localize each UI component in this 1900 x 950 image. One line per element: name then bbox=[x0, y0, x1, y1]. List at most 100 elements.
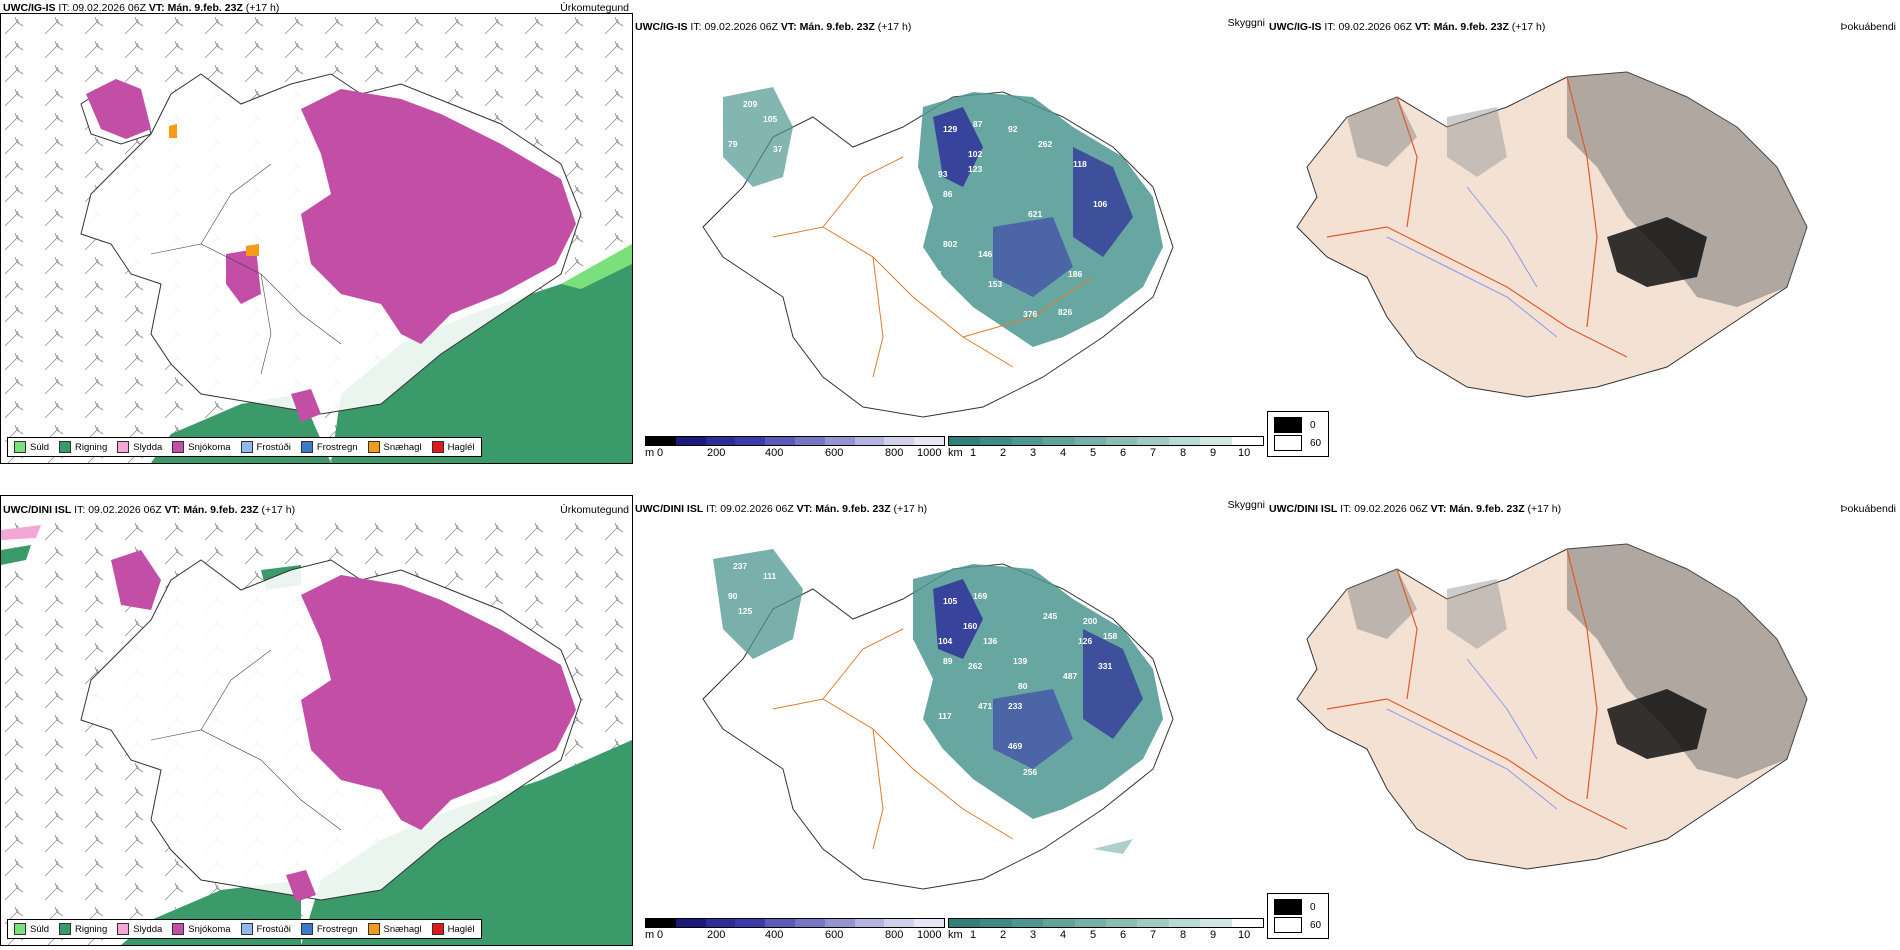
vis-dark-area bbox=[1073, 147, 1133, 257]
vis-label: 37 bbox=[773, 144, 783, 154]
vis-label: 126 bbox=[1078, 636, 1092, 646]
visibility-label: Skyggni bbox=[1227, 17, 1265, 29]
vis-teal-area bbox=[723, 87, 793, 187]
vis-label: 245 bbox=[1043, 611, 1057, 621]
precip-type-panel-bottom: UWC/DINI ISL IT: 09.02.2026 06Z VT: Mán.… bbox=[0, 495, 633, 946]
vis-label: 105 bbox=[763, 114, 777, 124]
legend-item: Snæhagl bbox=[367, 923, 422, 935]
vis-label: 246 bbox=[938, 389, 952, 399]
fog-map-top bbox=[1296, 71, 1808, 398]
fog-gray bbox=[1447, 579, 1507, 649]
legend-item: Haglél bbox=[431, 923, 475, 935]
vis-label: 200 bbox=[1083, 616, 1097, 626]
vis-label: 469 bbox=[1008, 741, 1022, 751]
vis-label: 169 bbox=[973, 591, 987, 601]
visibility-map-top: 209 105 79 37 129 87 92 102 93 123 86 26… bbox=[702, 87, 1174, 418]
precip-legend: Súld Rigning Slydda Snjókoma Frostúði Fr… bbox=[7, 919, 482, 939]
legend-item: Haglél bbox=[431, 441, 475, 453]
vis-label: 802 bbox=[943, 239, 957, 249]
visibility-panel-top: UWC/IG-IS IT: 09.02.2026 06Z VT: Mán. 9.… bbox=[633, 13, 1267, 464]
legend-swatch bbox=[117, 923, 130, 935]
vis-label: 158 bbox=[1103, 631, 1117, 641]
hail-area bbox=[169, 124, 177, 138]
vis-label: 826 bbox=[1058, 307, 1072, 317]
vis-label: 118 bbox=[1073, 159, 1087, 169]
sleet-area bbox=[1, 525, 41, 540]
vis-label: 153 bbox=[988, 279, 1002, 289]
legend-item: Slydda bbox=[117, 923, 162, 935]
rivers bbox=[1386, 186, 1558, 338]
vis-label: 136 bbox=[983, 636, 997, 646]
legend-item: Frostúði bbox=[240, 923, 291, 935]
vis-label: 376 bbox=[1023, 309, 1037, 319]
vis-dark-area bbox=[993, 217, 1073, 297]
snow-area bbox=[301, 575, 576, 830]
hail-area bbox=[246, 244, 259, 256]
legend-item: Rigning bbox=[59, 923, 107, 935]
legend-item: Frostregn bbox=[300, 923, 358, 935]
vis-label: 160 bbox=[963, 621, 977, 631]
rain-area bbox=[331, 254, 632, 463]
vis-label: 93 bbox=[938, 169, 948, 179]
precip-legend: Súld Rigning Slydda Snjókoma Frostúði Fr… bbox=[7, 437, 482, 457]
vis-label: 80 bbox=[1018, 681, 1028, 691]
fog-label: Þokuábendi bbox=[1840, 21, 1896, 33]
fog-gray bbox=[1347, 97, 1417, 167]
legend-swatch bbox=[59, 923, 72, 935]
vis-dark-area bbox=[993, 689, 1073, 769]
visibility-map-bottom: 237 111 90 125 105 169 160 136 104 200 8… bbox=[702, 549, 1174, 890]
legend-swatch bbox=[431, 923, 444, 935]
legend-item: Snjókoma bbox=[172, 441, 231, 453]
roads bbox=[772, 628, 1014, 850]
vis-label: 262 bbox=[968, 661, 982, 671]
legend-swatch bbox=[300, 923, 313, 935]
legend-item: Frostregn bbox=[300, 441, 358, 453]
legend-swatch bbox=[367, 441, 380, 453]
vis-labels: 209 105 79 37 129 87 92 102 93 123 86 26… bbox=[728, 99, 1107, 399]
rain-area bbox=[1, 545, 31, 565]
snow-area bbox=[286, 870, 316, 902]
legend-swatch bbox=[172, 923, 185, 935]
legend-item: Rigning bbox=[59, 441, 107, 453]
vis-label: 117 bbox=[938, 711, 952, 721]
panel-title: UWC/IG-IS IT: 09.02.2026 06Z VT: Mán. 9.… bbox=[635, 21, 912, 33]
snow-area bbox=[226, 249, 261, 304]
fog-dark bbox=[1607, 689, 1707, 759]
vis-label: 106 bbox=[1093, 199, 1107, 209]
legend-item: Slydda bbox=[117, 441, 162, 453]
vis-label: 331 bbox=[1098, 661, 1112, 671]
fog-dark bbox=[1607, 217, 1707, 287]
vis-dark-area bbox=[1083, 629, 1143, 739]
fog-legend: 0 60 bbox=[1267, 411, 1329, 457]
vis-label: 111 bbox=[763, 571, 777, 581]
snow-area bbox=[86, 79, 151, 139]
legend-swatch bbox=[240, 441, 253, 453]
legend-swatch bbox=[172, 441, 185, 453]
vis-label: 105 bbox=[943, 596, 957, 606]
vis-label: 90 bbox=[728, 591, 738, 601]
vis-label: 79 bbox=[728, 139, 738, 149]
legend-item: Súld bbox=[14, 923, 49, 935]
fog-gray bbox=[1447, 107, 1507, 177]
vis-labels: 237 111 90 125 105 169 160 136 104 200 8… bbox=[728, 561, 1117, 851]
panel-title: UWC/IG-IS IT: 09.02.2026 06Z VT: Mán. 9.… bbox=[1269, 21, 1546, 33]
drizzle-area bbox=[561, 244, 632, 289]
legend-swatch bbox=[14, 441, 26, 453]
roads bbox=[150, 163, 342, 375]
vis-label: 229 bbox=[933, 841, 947, 851]
vis-dark-area bbox=[933, 107, 983, 187]
legend-swatch bbox=[59, 441, 72, 453]
precip-type-label: Úrkomutegund bbox=[560, 504, 629, 516]
vis-label: 125 bbox=[738, 606, 752, 616]
roads bbox=[1326, 548, 1628, 830]
legend-item: Súld bbox=[14, 441, 49, 453]
vis-label: 471 bbox=[978, 701, 992, 711]
vis-label: 139 bbox=[1013, 656, 1027, 666]
vis-dark-area bbox=[933, 579, 983, 659]
panel-title: UWC/DINI ISL IT: 09.02.2026 06Z VT: Mán.… bbox=[635, 503, 928, 515]
vis-label: 256 bbox=[1023, 767, 1037, 777]
legend-swatch bbox=[240, 923, 253, 935]
height-colorbar: m 0 200 400 600 800 1000 bbox=[645, 918, 945, 942]
legend-item: Snjókoma bbox=[172, 923, 231, 935]
fog-label: Þokuábendi bbox=[1840, 503, 1896, 515]
